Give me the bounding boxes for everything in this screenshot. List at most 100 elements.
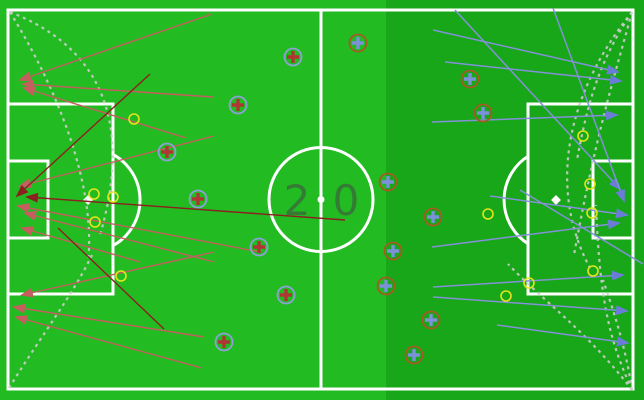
away-event-marker-cross bbox=[387, 245, 399, 257]
chance-marker bbox=[88, 188, 100, 200]
away-event-marker-ring bbox=[376, 276, 396, 296]
attack-lines-layer bbox=[12, 7, 644, 369]
home-event-marker bbox=[276, 285, 296, 305]
home-event-marker-cross bbox=[253, 241, 265, 253]
corner-trajectory bbox=[575, 11, 633, 161]
chance-marker bbox=[107, 191, 119, 203]
away-event-marker bbox=[348, 33, 368, 53]
event-markers-layer bbox=[88, 33, 599, 365]
away-event-marker-ring bbox=[348, 33, 368, 53]
home-event-marker-ring bbox=[283, 47, 303, 67]
away-attack-line bbox=[489, 195, 629, 219]
away-event-marker-ring bbox=[421, 310, 441, 330]
away-attack-line bbox=[432, 296, 629, 316]
away-event-marker bbox=[423, 207, 443, 227]
left-penalty-arc bbox=[112, 153, 142, 247]
centre-spot bbox=[317, 196, 325, 203]
home-event-marker bbox=[157, 142, 177, 162]
away-attack-line bbox=[432, 29, 620, 75]
home-event-marker-ring bbox=[188, 189, 208, 209]
home-event-marker-cross bbox=[218, 336, 230, 348]
home-shot-line bbox=[15, 73, 151, 198]
home-event-marker-ring bbox=[249, 237, 269, 257]
away-event-marker-cross bbox=[425, 314, 437, 326]
home-event-marker bbox=[188, 189, 208, 209]
home-event-marker-cross bbox=[192, 193, 204, 205]
home-event-marker bbox=[228, 95, 248, 115]
away-event-marker bbox=[473, 103, 493, 123]
away-attack-line bbox=[454, 9, 622, 191]
away-event-marker-cross bbox=[477, 107, 489, 119]
chance-marker bbox=[89, 216, 101, 228]
away-event-marker-ring bbox=[404, 345, 424, 365]
home-event-marker bbox=[283, 47, 303, 67]
home-shot-line bbox=[25, 192, 346, 221]
home-event-marker-ring bbox=[276, 285, 296, 305]
away-event-marker-cross bbox=[380, 280, 392, 292]
away-event-marker-ring bbox=[460, 69, 480, 89]
away-attack-line bbox=[431, 110, 619, 123]
chance-marker bbox=[500, 290, 512, 302]
chance-marker bbox=[128, 113, 140, 125]
home-event-marker-cross bbox=[287, 51, 299, 63]
home-event-marker bbox=[214, 332, 234, 352]
corner-trajectory bbox=[594, 204, 634, 391]
chance-marker bbox=[523, 277, 535, 289]
home-event-marker-ring bbox=[214, 332, 234, 352]
corner-trajectory bbox=[601, 279, 634, 391]
away-attack-line bbox=[444, 61, 623, 85]
away-attack-line bbox=[552, 7, 625, 203]
away-attack-line bbox=[496, 324, 630, 347]
chance-marker bbox=[587, 265, 599, 277]
home-shot-line bbox=[57, 227, 165, 330]
away-event-marker-cross bbox=[382, 176, 394, 188]
home-shot-line bbox=[20, 251, 215, 298]
home-shot-line bbox=[21, 79, 214, 98]
away-event-marker-cross bbox=[352, 37, 364, 49]
corner-trajectory bbox=[9, 11, 91, 263]
chance-marker bbox=[482, 208, 494, 220]
home-event-marker-cross bbox=[232, 99, 244, 111]
away-attack-line bbox=[519, 189, 644, 265]
away-event-marker-ring bbox=[473, 103, 493, 123]
left-goal-area bbox=[6, 159, 50, 240]
away-event-marker bbox=[404, 345, 424, 365]
pitch-markings bbox=[6, 8, 635, 391]
away-event-marker-cross bbox=[427, 211, 439, 223]
away-event-marker-ring bbox=[423, 207, 443, 227]
away-attack-line bbox=[432, 270, 625, 288]
home-event-marker-cross bbox=[280, 289, 292, 301]
corner-trajectory bbox=[8, 254, 93, 389]
corner-trajectory bbox=[9, 10, 114, 236]
away-event-marker-ring bbox=[383, 241, 403, 261]
away-attack-line bbox=[431, 219, 621, 248]
chance-marker bbox=[577, 130, 589, 142]
chance-marker bbox=[115, 270, 127, 282]
away-event-marker-cross bbox=[464, 73, 476, 85]
away-event-marker-ring bbox=[378, 172, 398, 192]
right-penalty-spot bbox=[551, 195, 561, 205]
home-shot-line bbox=[22, 86, 187, 139]
chance-marker bbox=[586, 207, 598, 219]
away-event-marker bbox=[378, 172, 398, 192]
home-shot-line bbox=[18, 135, 215, 189]
chance-marker bbox=[584, 178, 596, 190]
home-shot-line bbox=[16, 203, 261, 253]
home-shot-line bbox=[20, 226, 141, 263]
home-shot-line bbox=[23, 210, 215, 263]
home-event-marker-cross bbox=[161, 146, 173, 158]
home-event-marker-ring bbox=[157, 142, 177, 162]
away-event-marker bbox=[376, 276, 396, 296]
away-event-marker bbox=[383, 241, 403, 261]
away-event-marker bbox=[421, 310, 441, 330]
home-event-marker bbox=[249, 237, 269, 257]
away-event-marker bbox=[460, 69, 480, 89]
right-goal-area bbox=[591, 159, 635, 240]
home-event-marker-ring bbox=[228, 95, 248, 115]
home-shot-line bbox=[14, 315, 203, 369]
score-away: 0 bbox=[333, 176, 360, 225]
home-shot-line bbox=[18, 13, 213, 82]
centre-circle bbox=[267, 146, 375, 253]
